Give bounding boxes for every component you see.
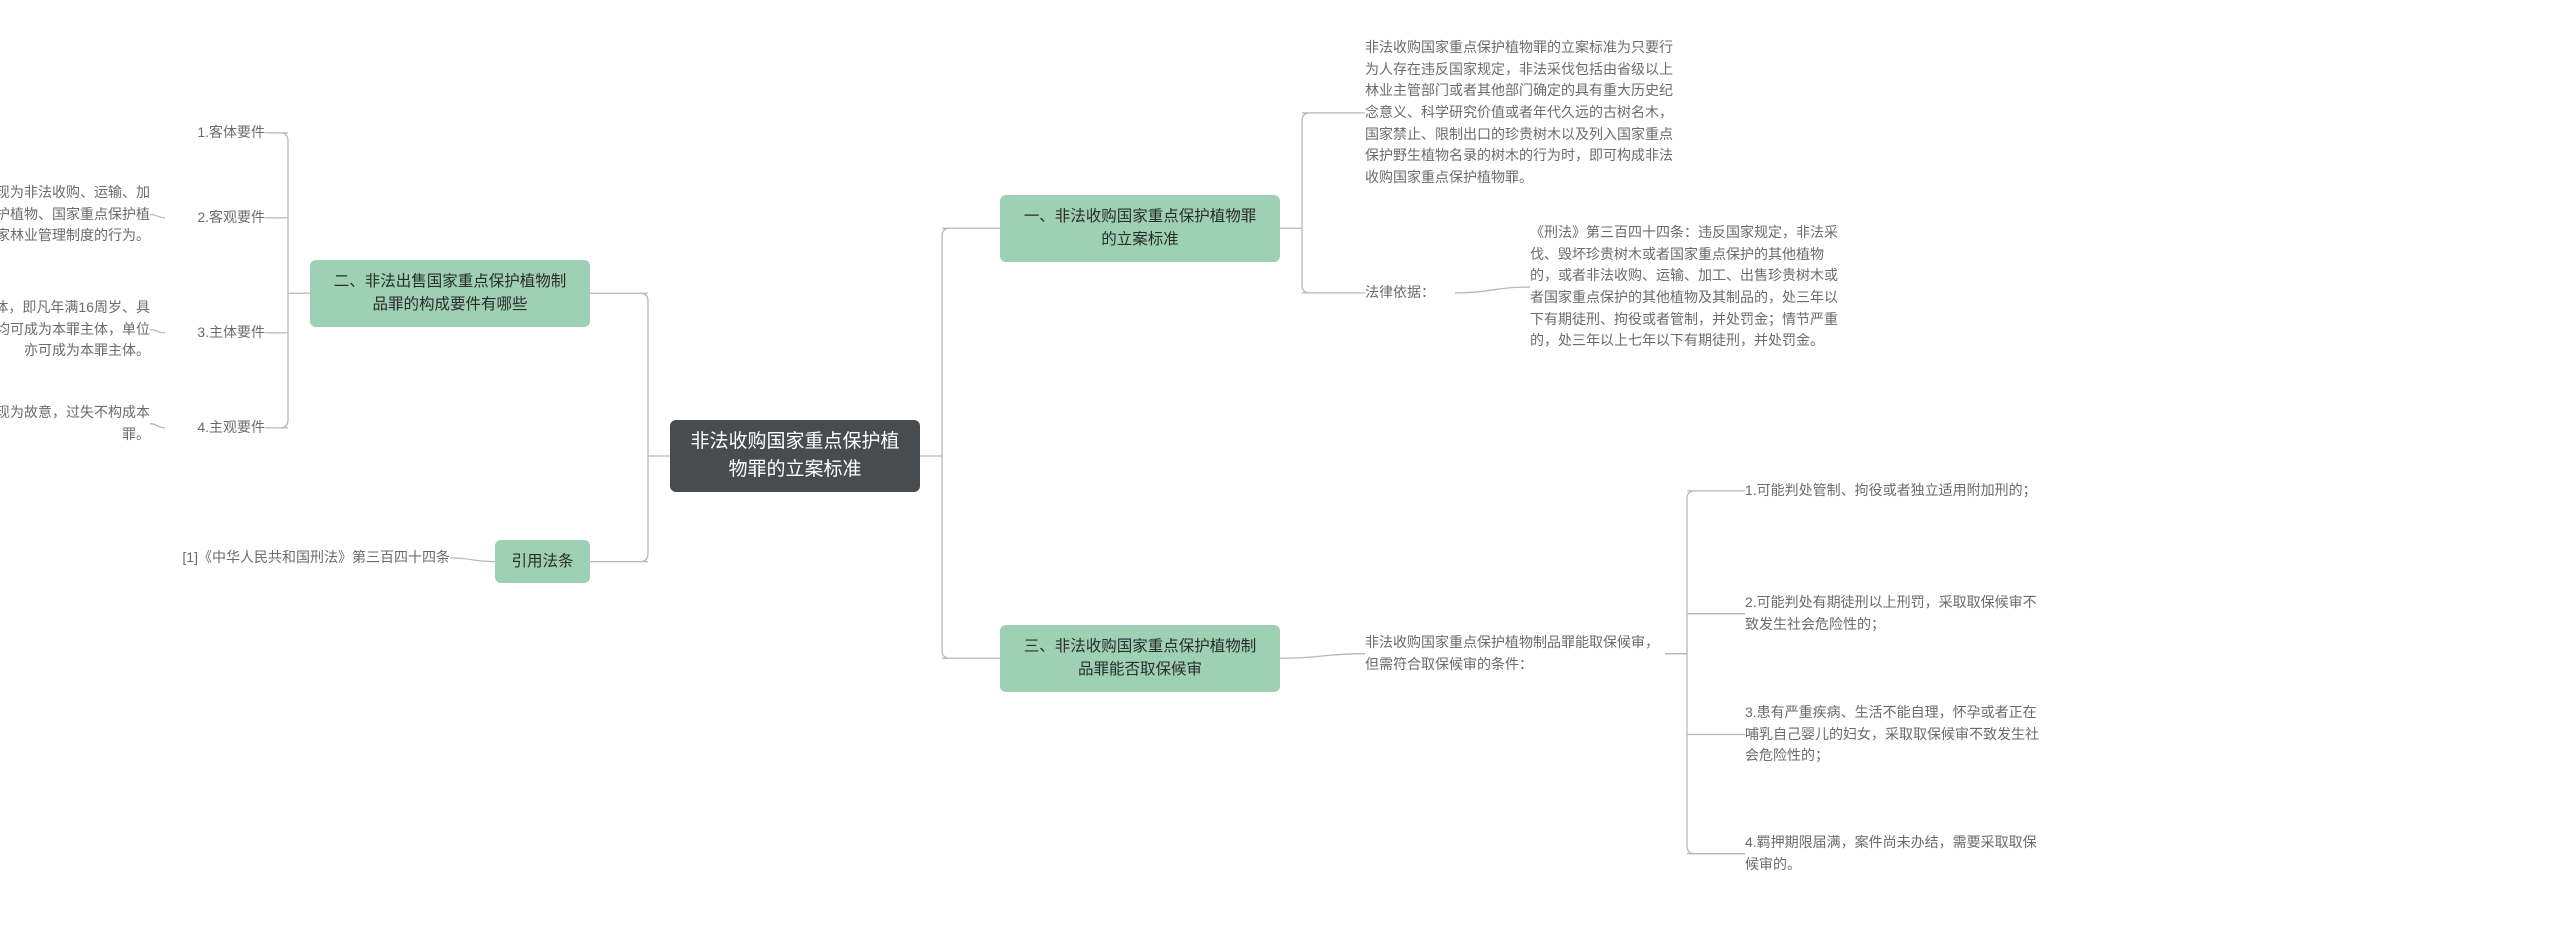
element-2-body: 本罪在客观方面表现为非法收购、运输、加工、出售国家重点保护植物、国家重点保护植物… — [0, 180, 150, 249]
branch-1-leaf-2-label: 法律依据： — [1365, 280, 1455, 306]
root-line2: 物罪的立案标准 — [728, 456, 861, 485]
branch-1-leaf-1: 非法收购国家重点保护植物罪的立案标准为只要行为人存在违反国家规定，非法采伐包括由… — [1365, 35, 1675, 191]
root-line1: 非法收购国家重点保护植 — [690, 428, 899, 457]
branch-3-intro: 非法收购国家重点保护植物制品罪能取保候审，但需符合取保候审的条件： — [1365, 630, 1665, 677]
branch-2-title: 二、非法出售国家重点保护植物制 品罪的构成要件有哪些 — [334, 270, 567, 317]
branch-3-title: 三、非法收购国家重点保护植物制 品罪能否取保候审 — [1024, 635, 1257, 682]
element-3-body: 本罪主体为一般主体，即凡年满16周岁、具备刑事责任能力的人均可成为本罪主体，单位… — [0, 295, 150, 364]
branch-cite: 引用法条 — [495, 540, 590, 583]
branch-cite-title: 引用法条 — [511, 550, 573, 573]
element-2-label: 2.客观要件 — [165, 205, 265, 231]
branch-2: 二、非法出售国家重点保护植物制 品罪的构成要件有哪些 — [310, 260, 590, 327]
branch-3-item-4: 4.羁押期限届满，案件尚未办结，需要采取取保候审的。 — [1745, 830, 2045, 877]
branch-1-leaf-2-body: 《刑法》第三百四十四条：违反国家规定，非法采伐、毁坏珍贵树木或者国家重点保护的其… — [1530, 220, 1840, 354]
element-4-label: 4.主观要件 — [165, 415, 265, 441]
connector-layer — [0, 0, 2560, 941]
branch-3-item-3: 3.患有严重疾病、生活不能自理，怀孕或者正在哺乳自己婴儿的妇女，采取取保候审不致… — [1745, 700, 2045, 769]
root-node: 非法收购国家重点保护植 物罪的立案标准 — [670, 420, 920, 492]
element-4-body: 本罪在主观方面表现为故意，过失不构成本罪。 — [0, 400, 150, 447]
branch-1-title: 一、非法收购国家重点保护植物罪 的立案标准 — [1024, 205, 1257, 252]
branch-3-item-2: 2.可能判处有期徒刑以上刑罚，采取取保候审不致发生社会危险性的； — [1745, 590, 2045, 637]
branch-3: 三、非法收购国家重点保护植物制 品罪能否取保候审 — [1000, 625, 1280, 692]
element-3-label: 3.主体要件 — [165, 320, 265, 346]
cite-body: [1]《中华人民共和国刑法》第三百四十四条 — [140, 545, 450, 571]
element-1-label: 1.客体要件 — [165, 120, 265, 146]
branch-3-item-1: 1.可能判处管制、拘役或者独立适用附加刑的； — [1745, 478, 2045, 504]
branch-1: 一、非法收购国家重点保护植物罪 的立案标准 — [1000, 195, 1280, 262]
